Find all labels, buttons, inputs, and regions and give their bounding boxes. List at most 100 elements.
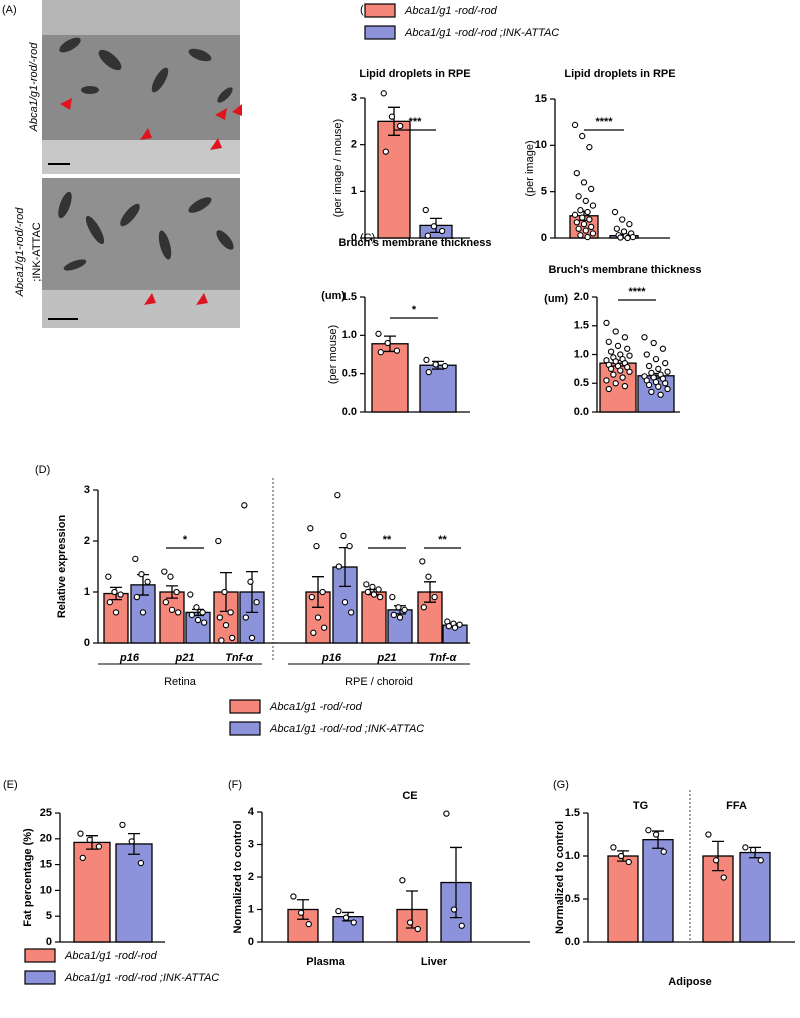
data-point (314, 614, 322, 621)
data-point (648, 388, 655, 396)
data-point (659, 345, 667, 352)
data-point (641, 334, 648, 341)
data-point (419, 558, 426, 565)
data-point (393, 347, 401, 354)
data-point (77, 830, 84, 837)
chart-title: Lipid droplets in RPE (359, 68, 470, 80)
data-point (117, 591, 124, 598)
data-point (414, 925, 421, 933)
y-tick-label: 0 (351, 232, 357, 244)
legend-label: Abca1/g1 -rod/-rod ;INK-ATTAC (64, 972, 219, 984)
panel-label: (A) (2, 4, 17, 16)
y-axis-label: Relative expression (56, 515, 68, 619)
data-point (319, 588, 326, 596)
data-point (451, 624, 459, 631)
chart-title: CE (402, 790, 417, 802)
data-point (610, 371, 617, 378)
chart: (D) Relative expression 0 1 2 3 p16 p21 Tnf-α p16… (35, 464, 470, 736)
data-point (612, 380, 619, 387)
data-point (645, 827, 652, 834)
y-axis-label: Normalized to control (554, 821, 566, 934)
chart: (B)Lipid droplets in RPE(per image / mou… (332, 3, 559, 244)
data-point (162, 599, 170, 606)
data-point (310, 629, 317, 636)
data-point (657, 391, 664, 398)
y-axis-label: (per image / mouse) (332, 119, 344, 217)
data-point (605, 385, 612, 393)
data-point (216, 614, 224, 621)
x-axis-label: Adipose (668, 976, 711, 988)
y-tick-label: 0.0 (342, 406, 357, 418)
y-tick-label: 1.5 (565, 807, 580, 819)
data-point (441, 362, 449, 370)
error-bar (312, 576, 324, 608)
bar (73, 841, 111, 943)
legend-swatch (364, 25, 396, 40)
data-point (375, 586, 382, 593)
data-point (577, 207, 584, 214)
data-point (582, 227, 589, 234)
melanosomes (59, 37, 233, 103)
data-point (629, 233, 637, 241)
data-point (79, 854, 86, 862)
bar (159, 591, 185, 644)
data-point (617, 234, 624, 241)
chart-title: Bruch's membrane thickness (338, 237, 491, 249)
data-point (335, 907, 342, 915)
data-point (619, 216, 626, 223)
data-point (364, 588, 372, 596)
data-point (619, 374, 626, 381)
bar (419, 364, 457, 413)
data-point (588, 185, 595, 193)
y-tick-label: 15 (535, 93, 547, 105)
data-point (607, 348, 615, 355)
data-point (662, 359, 669, 367)
y-tick-label: 1.5 (574, 320, 589, 332)
data-point (168, 606, 176, 613)
legend-label: Abca1/g1 -rod/-rod ;INK-ATTAC (404, 27, 559, 39)
data-point (341, 599, 349, 606)
chart: (F) CE Normalized to control 0 1 2 3 4 Plasma Liv… (228, 779, 530, 968)
chart: (G) Normalized to control 0.0 0.5 1.0 1.5 TG FF… (553, 779, 795, 988)
y-tick-label: 3 (351, 92, 357, 104)
data-point (228, 634, 236, 642)
data-point (589, 202, 597, 209)
legend-swatch (24, 948, 56, 963)
y-tick-label: 1 (84, 586, 90, 598)
data-point (610, 844, 617, 851)
data-point (215, 537, 222, 545)
legend-label: Abca1/g1 -rod/-rod (404, 5, 498, 17)
panel-label: (D) (35, 464, 50, 476)
data-point (655, 383, 662, 390)
data-point (346, 542, 353, 550)
y-tick-label: 20 (40, 833, 52, 845)
data-point (370, 591, 378, 598)
micrograph-region (42, 290, 240, 328)
data-point (603, 377, 610, 384)
y-tick-label: 0 (541, 232, 547, 244)
y-tick-label: 0.5 (574, 377, 589, 389)
significance-label: ** (383, 534, 392, 546)
data-point (342, 914, 350, 921)
data-point (334, 491, 341, 499)
micrograph-region (42, 0, 240, 35)
legend-label: Abca1/g1 -rod/-rod (269, 701, 363, 713)
data-point (363, 581, 370, 588)
x-tick-label: Liver (421, 956, 448, 968)
data-point (222, 622, 230, 629)
error-bar (388, 106, 400, 136)
data-point (575, 193, 582, 200)
data-point (376, 593, 384, 601)
legend-label: Abca1/g1 -rod/-rod ;INK-ATTAC (269, 723, 424, 735)
y-tick-label: 1 (248, 903, 254, 915)
data-point (603, 319, 610, 327)
data-point (757, 857, 764, 864)
data-point (438, 227, 446, 235)
data-point (626, 352, 633, 359)
legend-swatch (24, 970, 56, 985)
data-point (139, 609, 147, 616)
y-tick-label: 10 (535, 139, 547, 151)
y-axis-label: Fat percentage (%) (22, 828, 34, 927)
bar (115, 843, 153, 943)
panel-label: (F) (228, 779, 242, 791)
